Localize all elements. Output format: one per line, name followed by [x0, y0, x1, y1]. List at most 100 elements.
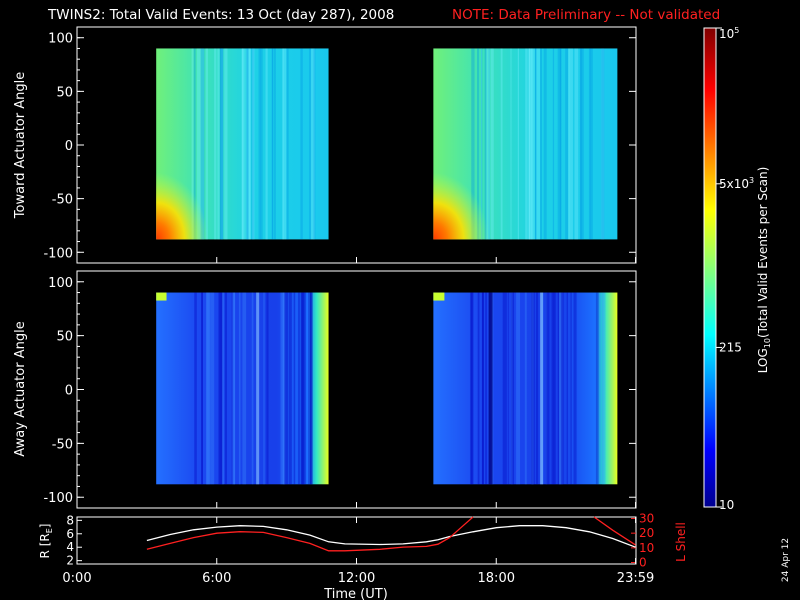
heatmap-streak: [283, 48, 287, 240]
heatmap-streak: [470, 292, 473, 485]
heatmap-streak: [282, 48, 284, 240]
heatmap-streak: [588, 48, 591, 240]
heatmap-streak: [310, 48, 315, 240]
heatmap-streak: [266, 292, 269, 485]
heatmap-streak: [569, 48, 573, 240]
heatmap-streak: [510, 48, 512, 240]
heatmap-streak: [490, 48, 494, 240]
colorbar-label-rest: (Total Valid Events per Scan): [756, 167, 770, 338]
y-tick-label: 0: [65, 384, 73, 399]
colorbar-label-sub: 10: [763, 338, 772, 348]
heatmap-streak: [511, 292, 513, 485]
orbit-panel-frame: [76, 516, 637, 565]
heatmap-streak: [224, 48, 228, 240]
y-tick-label: 50: [56, 85, 73, 100]
heatmap-streak: [282, 292, 286, 485]
heatmap-streak: [516, 292, 521, 485]
colorbar-tick-label: 215: [719, 340, 742, 354]
heatmap-streak: [528, 48, 530, 240]
heatmap-streak: [219, 292, 223, 485]
heatmap-streak: [201, 292, 203, 485]
heatmap-streak: [303, 292, 307, 485]
r-tick-label: 8: [66, 513, 74, 527]
r-tick-label: 2: [66, 554, 74, 568]
away-y-axis: 100 50 0 -50 -100: [43, 276, 637, 508]
heatmap-streak: [536, 48, 540, 240]
heatmap-streak: [300, 48, 303, 240]
heatmap-streak: [271, 48, 274, 240]
y-tick-label: 100: [48, 276, 73, 291]
l-shell-line: [593, 516, 636, 546]
heatmap-streak: [218, 292, 221, 485]
l-shell-tick-label: 30: [639, 511, 654, 525]
heatmap-streak: [482, 292, 485, 485]
heatmap-streak: [540, 292, 544, 485]
heatmap-streak: [481, 292, 484, 485]
heatmap-streak: [297, 292, 301, 485]
heatmap-streak: [534, 48, 537, 240]
heatmap-streak: [488, 48, 490, 240]
r-axis-label-end: ]: [38, 524, 52, 529]
heatmap-streak: [543, 48, 547, 240]
colorbar-tick-label: 5x103: [719, 176, 754, 191]
away-heatmap: [156, 292, 618, 485]
x-tick-label: 12:00: [338, 571, 375, 586]
heatmap-streak: [484, 48, 488, 240]
heatmap-block: [156, 292, 329, 485]
colorbar-tick-base: 5x10: [719, 177, 749, 191]
heatmap-streak: [504, 292, 507, 485]
hot-band: [433, 292, 445, 301]
heatmap-streak: [560, 292, 564, 485]
heatmap-streak: [246, 48, 248, 240]
heatmap-streak: [200, 48, 205, 240]
toward-y-label: Toward Actuator Angle: [13, 72, 28, 219]
heatmap-streak: [205, 48, 208, 240]
heatmap-streak: [210, 292, 215, 485]
heatmap-streak: [557, 48, 562, 240]
date-stamp: 24 Apr 12: [781, 538, 791, 582]
heatmap-streak: [531, 292, 534, 485]
heatmap-streak: [241, 48, 245, 240]
l-shell-tick-label: 20: [639, 526, 654, 540]
l-shell-tick-label: 0: [639, 556, 647, 570]
heatmap-streak: [300, 292, 305, 485]
heatmap-streak: [312, 48, 316, 240]
colorbar-tick-exp: 3: [749, 176, 754, 185]
heatmap-streak: [601, 292, 606, 485]
away-y-label: Away Actuator Angle: [13, 321, 28, 456]
heatmap-streak: [300, 292, 303, 485]
heatmap-streak: [256, 292, 260, 485]
preliminary-note: NOTE: Data Preliminary -- Not validated: [452, 7, 720, 23]
heatmap-streak: [233, 292, 236, 485]
heatmap-streak: [525, 48, 528, 240]
r-axis-label-main: R [R: [38, 533, 52, 558]
heatmap-streak: [220, 48, 224, 240]
heatmap-streak: [528, 48, 533, 240]
heatmap-streak: [284, 292, 288, 485]
heatmap-streak: [531, 292, 534, 485]
heatmap-streak: [557, 292, 561, 485]
heatmap-streak: [206, 292, 209, 485]
heatmap-streak: [502, 292, 505, 485]
heatmap-streak: [590, 48, 593, 240]
heatmap-streak: [507, 292, 509, 485]
toward-heatmap: [156, 48, 618, 240]
heatmap-streak: [309, 48, 312, 240]
heatmap-streak: [194, 292, 197, 485]
heatmap-streak: [568, 48, 571, 240]
heatmap-streak: [481, 48, 483, 240]
colorbar-tick-label: 10: [719, 498, 734, 512]
heatmap-streak: [245, 48, 247, 240]
y-tick-label: 50: [56, 330, 73, 345]
heatmap-streak: [272, 48, 274, 240]
r-tick-label: 6: [66, 527, 74, 541]
y-tick-label: -100: [43, 491, 73, 506]
heatmap-streak: [193, 48, 196, 240]
heatmap-streak: [302, 292, 304, 485]
heatmap-streak: [595, 292, 599, 485]
heatmap-streak: [535, 48, 537, 240]
heatmap-streak: [531, 292, 533, 485]
